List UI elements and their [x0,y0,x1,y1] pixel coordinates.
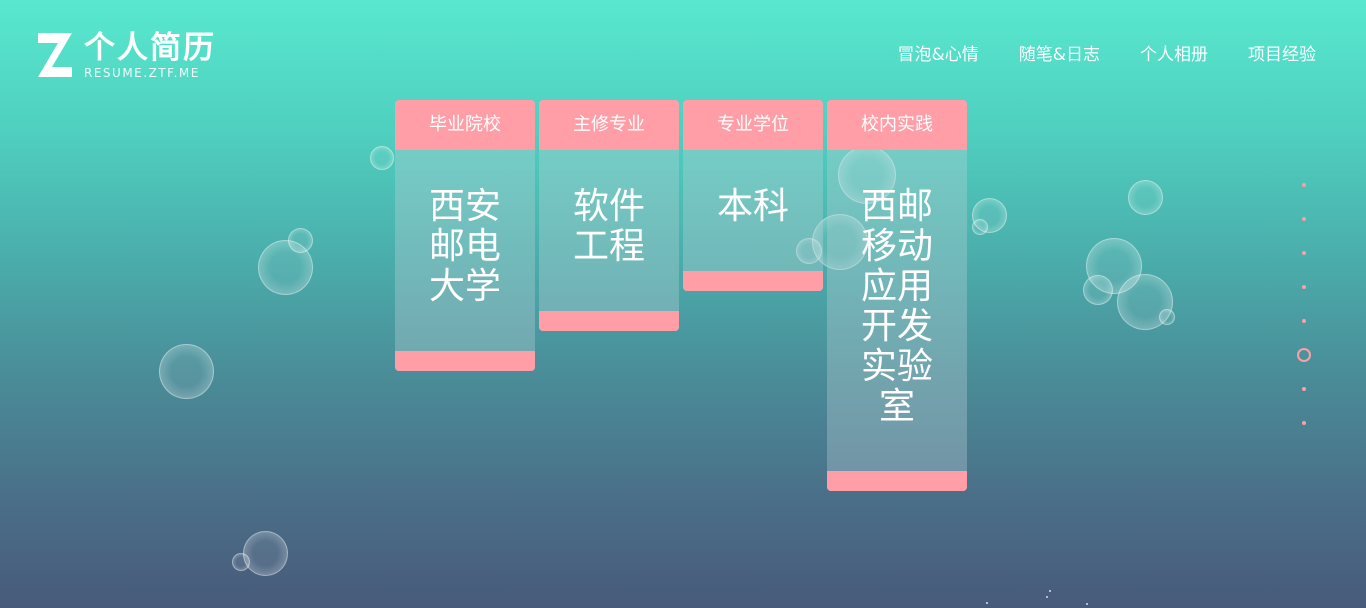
nav-item-album[interactable]: 个人相册 [1140,45,1208,65]
card-value: 软件工程 [572,186,645,267]
card-major: 主修专业 软件工程 [539,100,679,331]
bubble [370,146,394,170]
sparkle [986,602,988,604]
site-logo[interactable]: 个人简历 RESUME.ZTF.ME [38,30,238,82]
card-footer [827,471,967,491]
card-value: 西安邮电大学 [428,186,501,307]
sparkle [1046,596,1048,598]
card-title: 校内实践 [827,100,967,150]
bubble [288,228,313,253]
page-dot[interactable] [1302,319,1306,323]
page-dot-active[interactable] [1297,348,1311,362]
page-dot[interactable] [1302,251,1306,255]
card-footer [539,311,679,331]
page-dot[interactable] [1302,285,1306,289]
nav-item-blog[interactable]: 随笔&日志 [1018,45,1100,65]
sparkle [1086,603,1088,605]
nav-item-projects[interactable]: 项目经验 [1248,45,1316,65]
page-dot[interactable] [1302,421,1306,425]
bubble [1083,275,1113,305]
bubble [838,146,896,204]
bubble [159,344,214,399]
bubble [1128,180,1163,215]
bubble [796,238,822,264]
logo-subtitle: RESUME.ZTF.ME [84,66,200,80]
logo-title: 个人简历 [84,30,216,66]
side-page-nav [1296,178,1312,430]
top-nav: 冒泡&心情 随笔&日志 个人相册 项目经验 [897,43,1316,67]
bubble [972,219,988,235]
page-dot[interactable] [1302,387,1306,391]
nav-item-mood[interactable]: 冒泡&心情 [897,45,979,65]
sparkle [1049,590,1051,592]
bubble [243,531,288,576]
card-title: 主修专业 [539,100,679,150]
card-title: 专业学位 [683,100,823,150]
card-value: 西邮移动应用开发实验室 [860,186,933,427]
z-logo-icon [38,33,72,77]
card-title: 毕业院校 [395,100,535,150]
card-value: 本科 [716,186,789,227]
card-footer [395,351,535,371]
page-dot[interactable] [1302,217,1306,221]
bubble [232,553,250,571]
card-footer [683,271,823,291]
bubble [1159,309,1175,325]
page-dot[interactable] [1302,183,1306,187]
card-degree: 专业学位 本科 [683,100,823,291]
card-practice: 校内实践 西邮移动应用开发实验室 [827,100,967,491]
card-school: 毕业院校 西安邮电大学 [395,100,535,371]
